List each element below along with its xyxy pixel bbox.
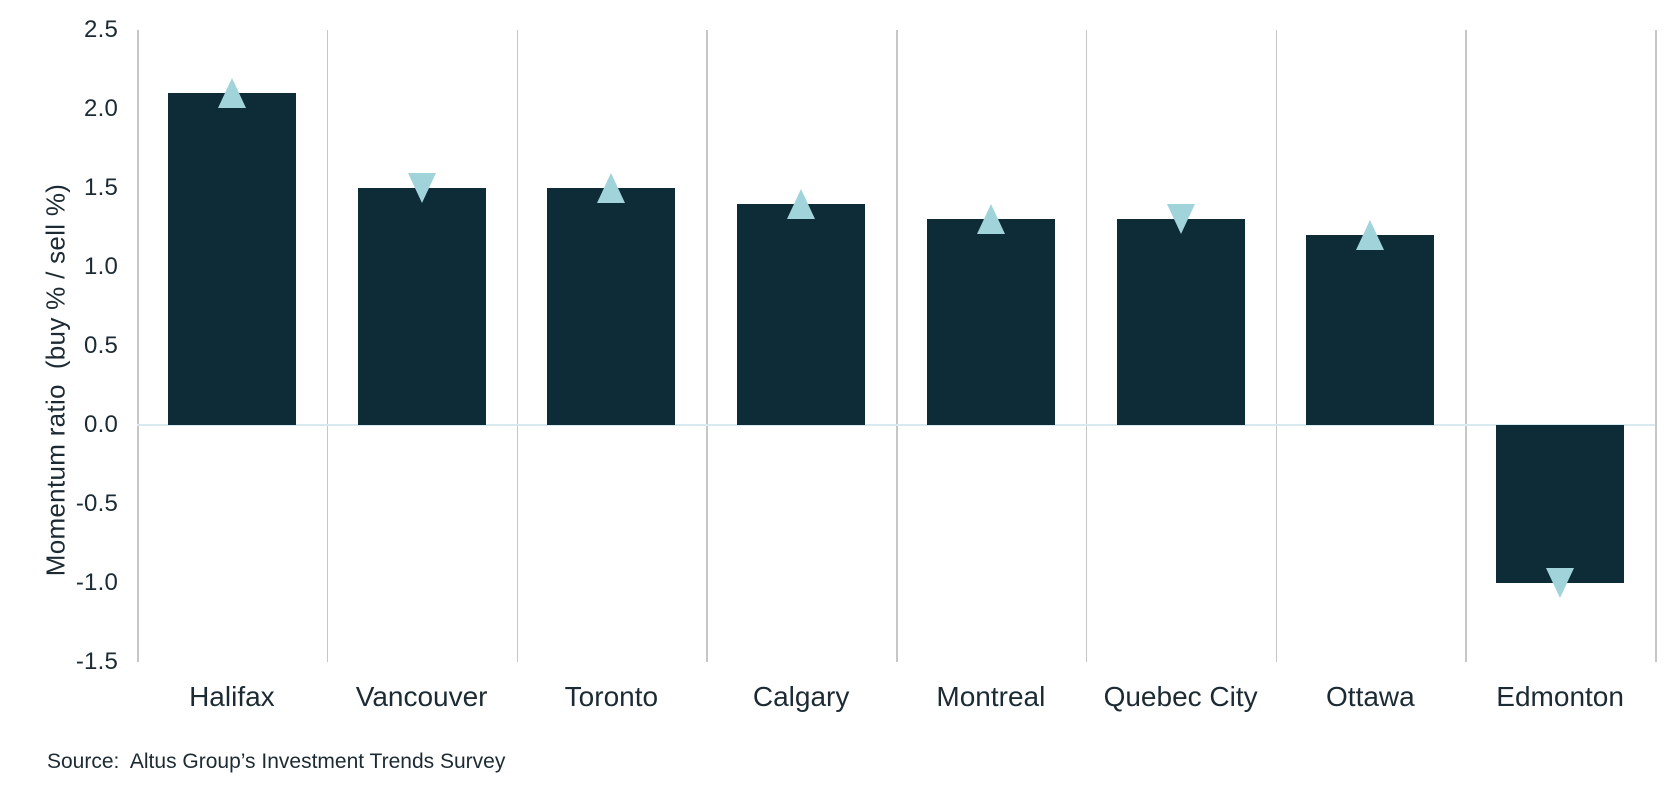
zero-baseline xyxy=(137,423,1655,426)
vertical-gridline xyxy=(896,30,898,662)
triangle-up-icon xyxy=(976,204,1005,235)
x-axis-label-toronto: Toronto xyxy=(564,681,659,712)
vertical-gridline xyxy=(326,30,329,662)
bar-halifax xyxy=(167,93,296,425)
bar-vancouver xyxy=(357,187,486,425)
bar-quebec-city xyxy=(1116,219,1245,425)
triangle-down-icon xyxy=(1546,567,1575,598)
y-axis-tick-label: 2.0 xyxy=(84,94,118,122)
x-axis-label-edmonton: Edmonton xyxy=(1496,681,1624,712)
x-axis-label-halifax: Halifax xyxy=(189,681,275,712)
vertical-gridline xyxy=(1275,30,1277,662)
vertical-gridline xyxy=(1465,30,1467,662)
triangle-up-icon xyxy=(217,78,246,109)
x-axis-label-vancouver: Vancouver xyxy=(355,681,488,712)
x-axis-label-montreal: Montreal xyxy=(936,681,1046,712)
vertical-gridline xyxy=(1655,30,1657,662)
bar-calgary xyxy=(737,203,866,425)
bar-ottawa xyxy=(1306,235,1435,425)
y-axis-tick-label: 0.5 xyxy=(84,331,118,359)
vertical-gridline xyxy=(516,30,518,662)
y-axis-tick-label: 2.5 xyxy=(84,16,118,43)
triangle-down-icon xyxy=(407,172,436,203)
bar-toronto xyxy=(547,187,676,425)
vertical-gridline xyxy=(706,30,708,662)
triangle-up-icon xyxy=(597,172,626,203)
triangle-down-icon xyxy=(1166,204,1195,235)
y-axis-tick-label: -1.5 xyxy=(75,647,118,675)
source-text: Source: Altus Group’s Investment Trends … xyxy=(47,750,506,773)
vertical-gridline xyxy=(1085,30,1088,662)
bar-edmonton xyxy=(1496,424,1625,583)
y-axis-tick-label: -0.5 xyxy=(75,489,118,517)
y-axis-tick-label: 0.0 xyxy=(84,410,118,438)
bar-montreal xyxy=(926,219,1055,425)
vertical-gridline xyxy=(137,30,139,662)
y-axis-tick-label: -1.0 xyxy=(75,568,118,596)
y-axis-tick-label: 1.5 xyxy=(84,173,118,201)
triangle-up-icon xyxy=(787,188,816,219)
y-axis-tick-label: 1.0 xyxy=(84,252,118,280)
x-axis-label-quebec-city: Quebec City xyxy=(1103,681,1258,712)
x-axis-label-ottawa: Ottawa xyxy=(1326,681,1415,712)
triangle-up-icon xyxy=(1356,220,1385,251)
x-axis-label-calgary: Calgary xyxy=(752,681,850,712)
